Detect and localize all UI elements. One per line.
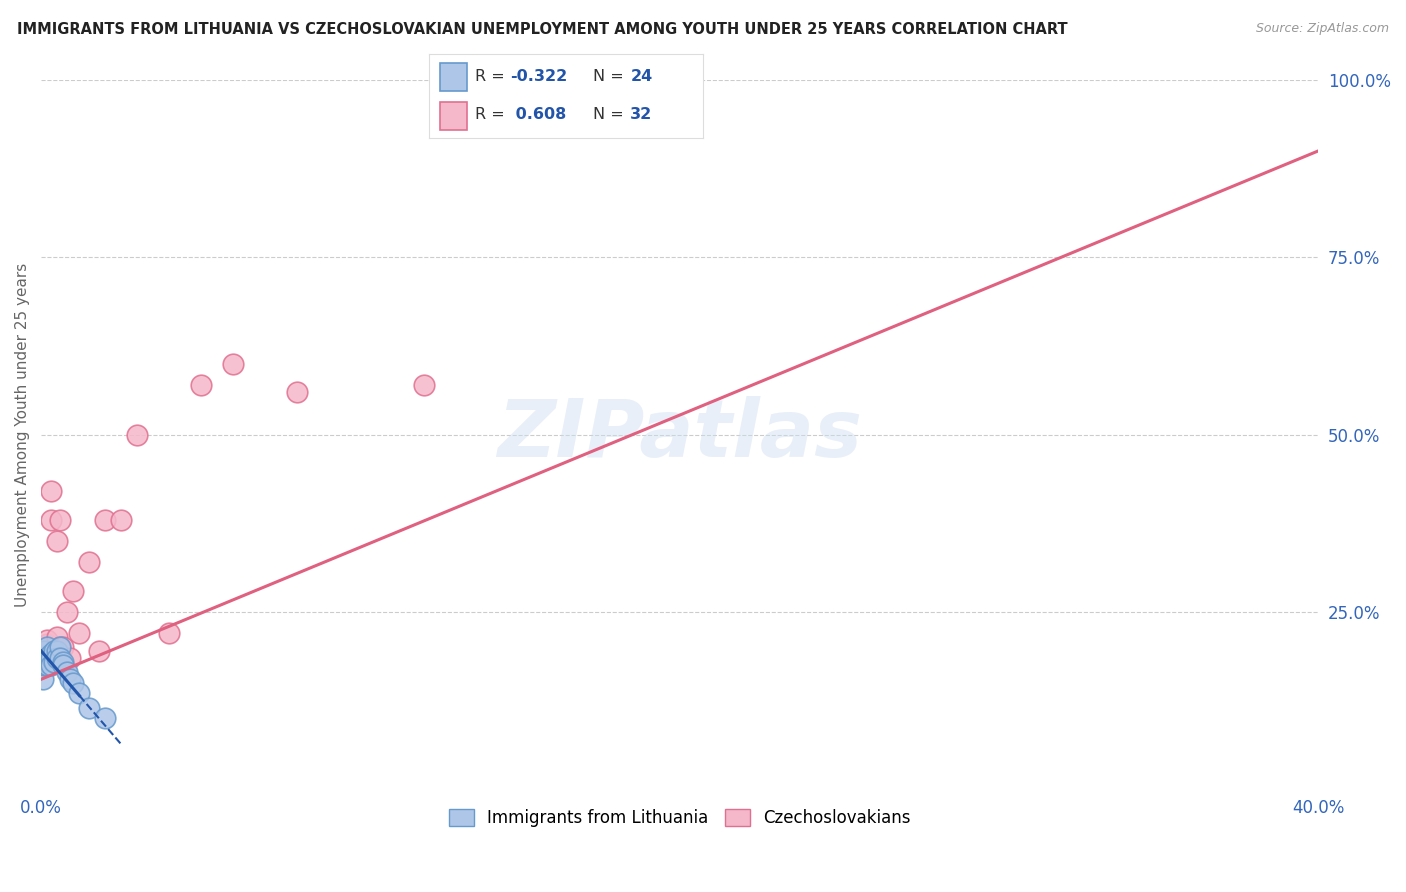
Point: [34, 658, 56, 673]
Point: [37, 633, 59, 648]
Point: [59, 651, 82, 665]
FancyBboxPatch shape: [440, 62, 467, 91]
Point: [77, 700, 100, 714]
Point: [46, 651, 69, 665]
Point: [42, 644, 65, 658]
Point: [39, 484, 62, 499]
Text: R =: R =: [475, 107, 510, 122]
Point: [34, 640, 56, 655]
Point: [77, 555, 100, 569]
Point: [52, 655, 75, 669]
Text: 0.608: 0.608: [510, 107, 567, 122]
Point: [34, 644, 56, 658]
Point: [55, 605, 77, 619]
Point: [49, 640, 72, 655]
Point: [39, 658, 62, 673]
Point: [37, 637, 59, 651]
Point: [221, 357, 243, 371]
Point: [285, 385, 308, 400]
Point: [34, 651, 56, 665]
Legend: Immigrants from Lithuania, Czechoslovakians: Immigrants from Lithuania, Czechoslovaki…: [441, 803, 917, 834]
Text: IMMIGRANTS FROM LITHUANIA VS CZECHOSLOVAKIAN UNEMPLOYMENT AMONG YOUTH UNDER 25 Y: IMMIGRANTS FROM LITHUANIA VS CZECHOSLOVA…: [17, 22, 1067, 37]
Text: N =: N =: [593, 107, 630, 122]
Point: [39, 644, 62, 658]
Point: [87, 644, 110, 658]
Point: [37, 658, 59, 673]
Point: [62, 583, 84, 598]
Point: [49, 651, 72, 665]
Point: [49, 640, 72, 655]
Text: R =: R =: [475, 70, 510, 85]
Text: N =: N =: [593, 70, 630, 85]
Point: [62, 676, 84, 690]
Point: [125, 427, 148, 442]
Point: [59, 673, 82, 687]
Point: [42, 651, 65, 665]
Point: [31, 651, 53, 665]
Point: [157, 626, 180, 640]
Point: [52, 658, 75, 673]
Point: [39, 648, 62, 662]
FancyBboxPatch shape: [440, 102, 467, 130]
Point: [37, 644, 59, 658]
Point: [31, 644, 53, 658]
Y-axis label: Unemployment Among Youth under 25 years: Unemployment Among Youth under 25 years: [15, 262, 30, 607]
Point: [55, 665, 77, 680]
Point: [49, 513, 72, 527]
Point: [190, 378, 212, 392]
Point: [52, 640, 75, 655]
Text: Source: ZipAtlas.com: Source: ZipAtlas.com: [1256, 22, 1389, 36]
Point: [94, 711, 117, 725]
Text: -0.322: -0.322: [510, 70, 567, 85]
Point: [31, 673, 53, 687]
Point: [46, 644, 69, 658]
Text: ZIPatlas: ZIPatlas: [498, 395, 862, 474]
Point: [94, 513, 117, 527]
Point: [37, 651, 59, 665]
Point: [35, 655, 58, 669]
Point: [42, 655, 65, 669]
Point: [110, 513, 132, 527]
Point: [39, 513, 62, 527]
Point: [39, 651, 62, 665]
Point: [37, 640, 59, 655]
Text: 32: 32: [630, 107, 652, 122]
Point: [34, 658, 56, 673]
Point: [67, 626, 90, 640]
Point: [46, 533, 69, 548]
Point: [46, 630, 69, 644]
Point: [42, 644, 65, 658]
Point: [67, 686, 90, 700]
Point: [413, 378, 436, 392]
Text: 24: 24: [630, 70, 652, 85]
